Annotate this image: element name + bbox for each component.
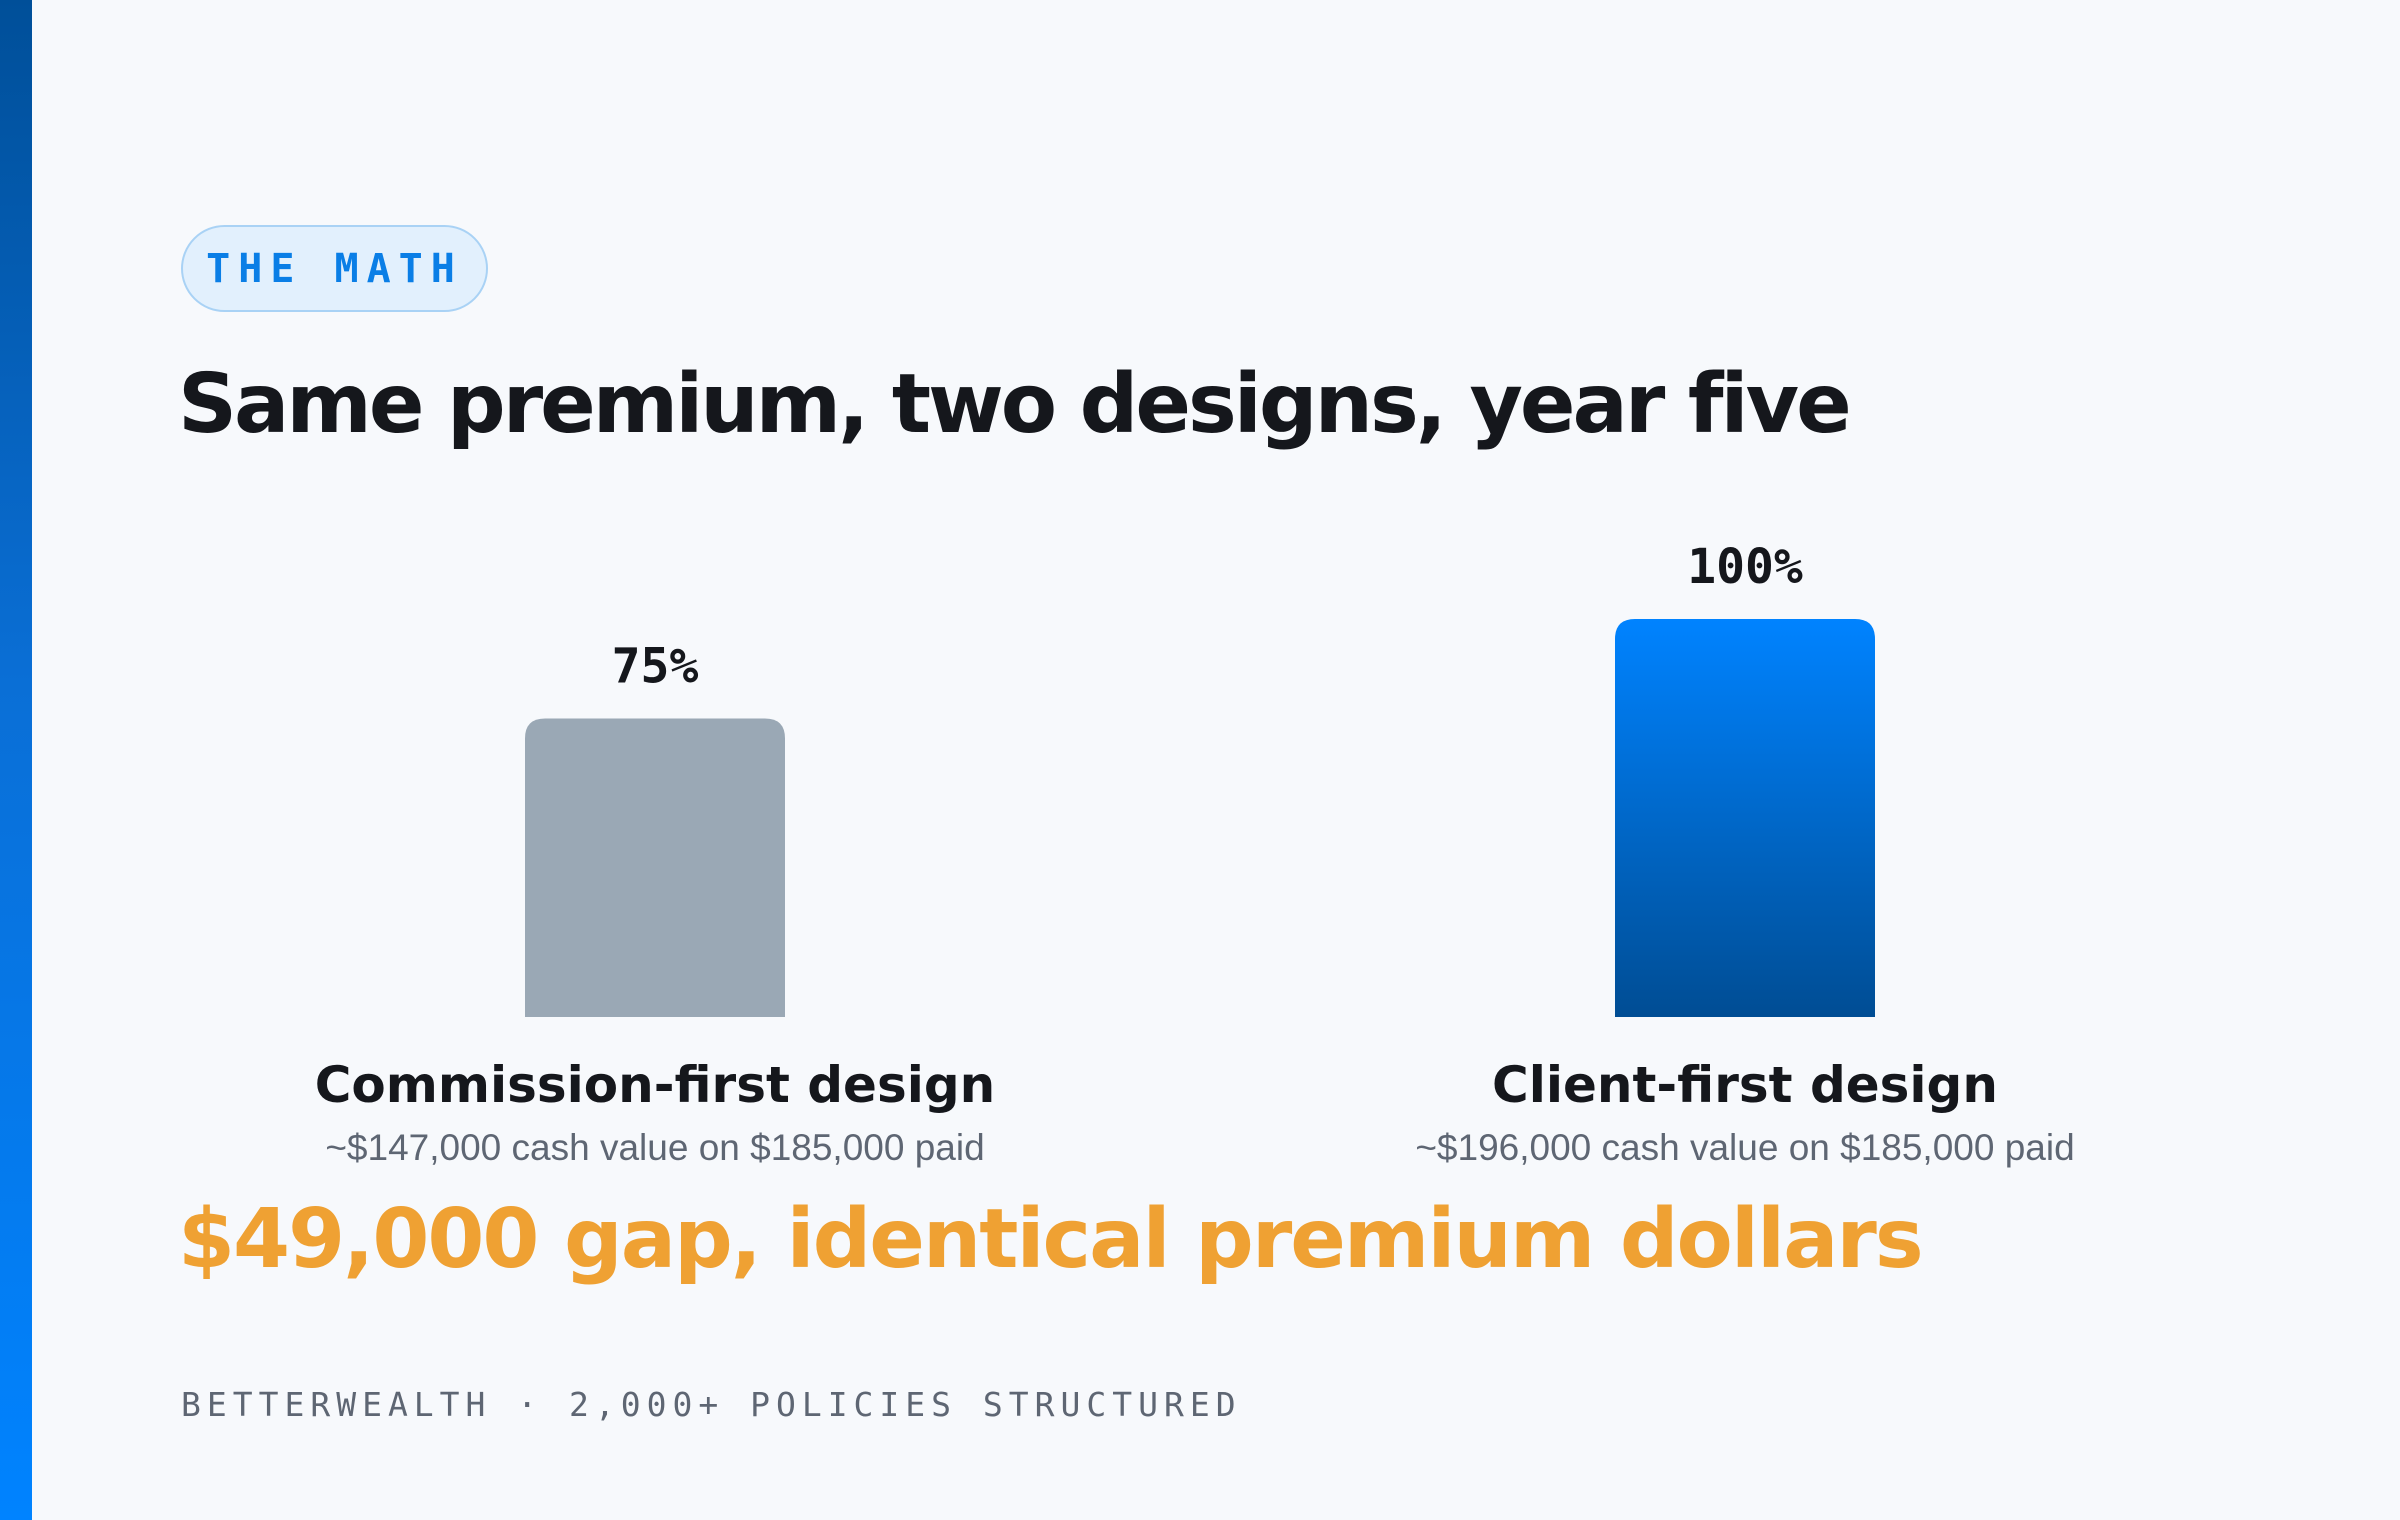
category-label: Commission-first design	[315, 1056, 996, 1114]
category-subtitle: ~$196,000 cash value on $185,000 paid	[1415, 1127, 2074, 1168]
accent-bar	[0, 0, 32, 1520]
bar-value-label: 100%	[1687, 539, 1803, 595]
gap-summary: $49,000 gap, identical premium dollars	[178, 1192, 1924, 1287]
section-badge: THE MATH	[181, 225, 488, 312]
page-title: Same premium, two designs, year five	[178, 357, 1852, 452]
footer-credit: BETTERWEALTH · 2,000+ POLICIES STRUCTURE…	[181, 1385, 1242, 1424]
bar-client-first	[1615, 619, 1875, 1017]
bar-value-label: 75%	[612, 639, 699, 695]
category-subtitle: ~$147,000 cash value on $185,000 paid	[325, 1127, 984, 1168]
category-label: Client-first design	[1492, 1056, 1998, 1114]
bar-commission-first	[525, 718, 785, 1017]
